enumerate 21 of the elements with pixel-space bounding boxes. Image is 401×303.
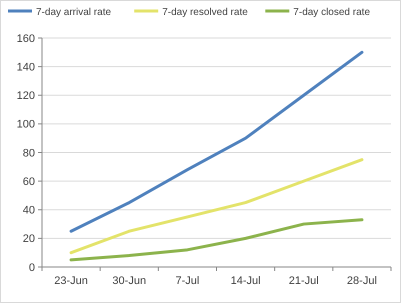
line-series <box>70 218 364 262</box>
y-tick-label: 60 <box>22 176 35 188</box>
line-series <box>70 158 364 254</box>
legend-label: 7-day closed rate <box>293 7 370 18</box>
y-tick-label: 100 <box>16 118 35 131</box>
legend-label: 7-day resolved rate <box>162 7 248 18</box>
y-tick-label: 160 <box>16 32 35 45</box>
x-tick-label: 14-Jul <box>230 275 261 287</box>
legend-label: 7-day arrival rate <box>36 7 112 18</box>
x-tick-label: 30-Jun <box>112 275 146 287</box>
y-tick-label: 140 <box>16 61 35 74</box>
line-series <box>70 50 364 233</box>
y-tick-label: 20 <box>22 233 35 246</box>
y-tick-label: 120 <box>16 90 35 102</box>
x-tick-label: 23-Jun <box>54 275 88 287</box>
y-tick-label: 0 <box>28 262 35 274</box>
x-tick-label: 28-Jul <box>346 275 377 287</box>
y-tick-label: 80 <box>22 147 35 160</box>
x-tick-label: 7-Jul <box>175 275 200 287</box>
y-tick-label: 40 <box>22 204 35 217</box>
x-tick-label: 21-Jul <box>288 275 319 287</box>
